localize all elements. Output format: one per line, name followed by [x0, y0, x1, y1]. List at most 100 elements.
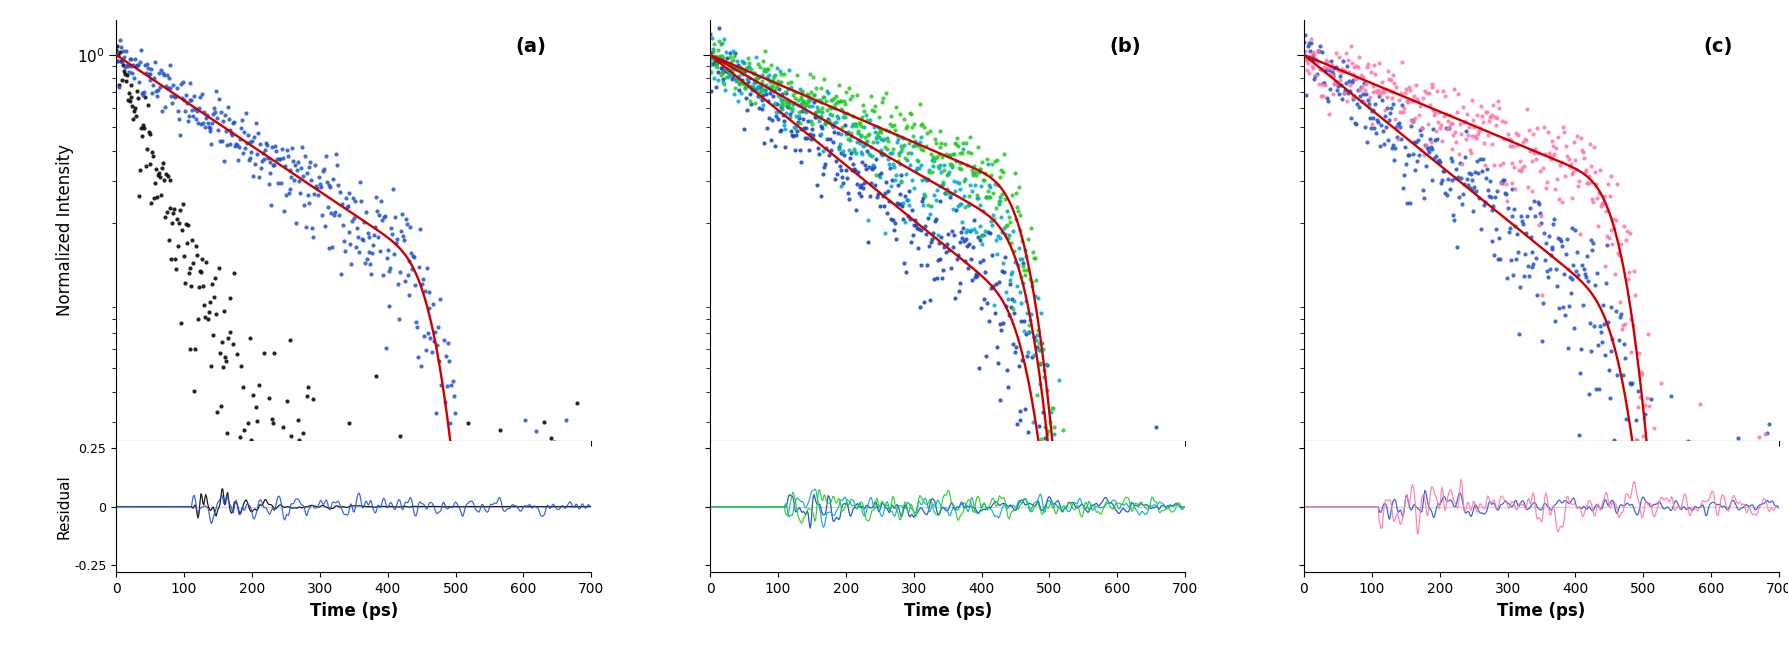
Point: [504, 489, 533, 499]
Point: [921, 138, 949, 149]
Point: [538, 489, 567, 499]
Point: [1041, 489, 1069, 499]
Point: [1069, 489, 1098, 499]
Point: [953, 241, 982, 251]
Point: [1066, 489, 1094, 499]
Point: [844, 188, 873, 199]
Point: [1475, 176, 1504, 187]
Point: [1450, 178, 1479, 189]
Point: [200, 107, 229, 118]
Point: [318, 174, 347, 184]
Point: [1080, 489, 1109, 499]
Point: [578, 489, 606, 499]
Point: [386, 431, 415, 442]
Point: [544, 489, 572, 499]
Point: [1761, 489, 1788, 499]
Point: [433, 489, 461, 499]
Point: [869, 149, 898, 159]
Point: [1706, 489, 1734, 499]
Point: [1053, 489, 1082, 499]
Point: [1328, 64, 1357, 74]
Point: [1649, 489, 1677, 499]
Point: [1139, 489, 1168, 499]
Point: [1144, 489, 1173, 499]
Point: [1316, 62, 1345, 72]
Point: [313, 202, 342, 213]
Point: [120, 113, 148, 124]
Point: [742, 84, 771, 95]
Point: [358, 489, 386, 499]
Point: [134, 69, 163, 80]
Point: [111, 76, 139, 86]
Point: [1536, 250, 1564, 261]
Point: [1657, 489, 1686, 499]
Point: [703, 52, 731, 63]
Point: [1480, 192, 1509, 203]
Point: [1641, 489, 1670, 499]
Point: [461, 489, 490, 499]
Point: [1564, 270, 1593, 280]
Point: [1092, 489, 1121, 499]
Point: [1733, 489, 1761, 499]
Point: [1484, 103, 1513, 113]
Point: [1053, 489, 1082, 499]
Point: [758, 74, 787, 85]
Point: [874, 136, 903, 147]
Point: [461, 489, 490, 499]
Point: [1695, 489, 1724, 499]
Point: [778, 89, 806, 100]
Point: [379, 249, 408, 259]
Point: [195, 451, 224, 462]
Point: [1407, 122, 1436, 133]
Point: [1094, 489, 1123, 499]
Point: [1323, 77, 1352, 88]
Point: [1316, 84, 1345, 94]
Point: [890, 258, 919, 268]
Point: [1421, 107, 1450, 118]
Point: [356, 259, 384, 269]
Point: [805, 95, 833, 105]
Point: [805, 116, 833, 126]
Point: [327, 489, 356, 499]
Point: [1636, 489, 1665, 499]
Point: [551, 489, 579, 499]
Point: [973, 154, 1001, 164]
Point: [821, 91, 849, 102]
Point: [451, 489, 479, 499]
Point: [1328, 65, 1357, 76]
Point: [1042, 489, 1071, 499]
Point: [1557, 169, 1586, 180]
Point: [933, 183, 962, 193]
Point: [1450, 152, 1479, 163]
Point: [207, 107, 236, 117]
Point: [1109, 447, 1137, 458]
Point: [949, 191, 978, 201]
Point: [1761, 489, 1788, 499]
Point: [1411, 140, 1439, 151]
Point: [919, 190, 948, 200]
Point: [1425, 157, 1454, 168]
Point: [855, 162, 883, 172]
Point: [930, 160, 958, 170]
Point: [1332, 47, 1361, 58]
Point: [696, 59, 724, 70]
Point: [812, 95, 840, 106]
Point: [1105, 489, 1134, 499]
Point: [1582, 384, 1611, 395]
Point: [231, 449, 259, 459]
Point: [1638, 393, 1666, 404]
Point: [1003, 260, 1032, 270]
Point: [1421, 150, 1450, 161]
Point: [1720, 461, 1749, 471]
Point: [499, 489, 527, 499]
Point: [381, 212, 409, 222]
Point: [1169, 489, 1198, 499]
Point: [465, 453, 493, 463]
Point: [948, 164, 976, 174]
Point: [356, 489, 384, 499]
Point: [876, 181, 905, 191]
Point: [792, 99, 821, 109]
Point: [1416, 99, 1445, 110]
Point: [197, 139, 225, 149]
Point: [1110, 489, 1139, 499]
